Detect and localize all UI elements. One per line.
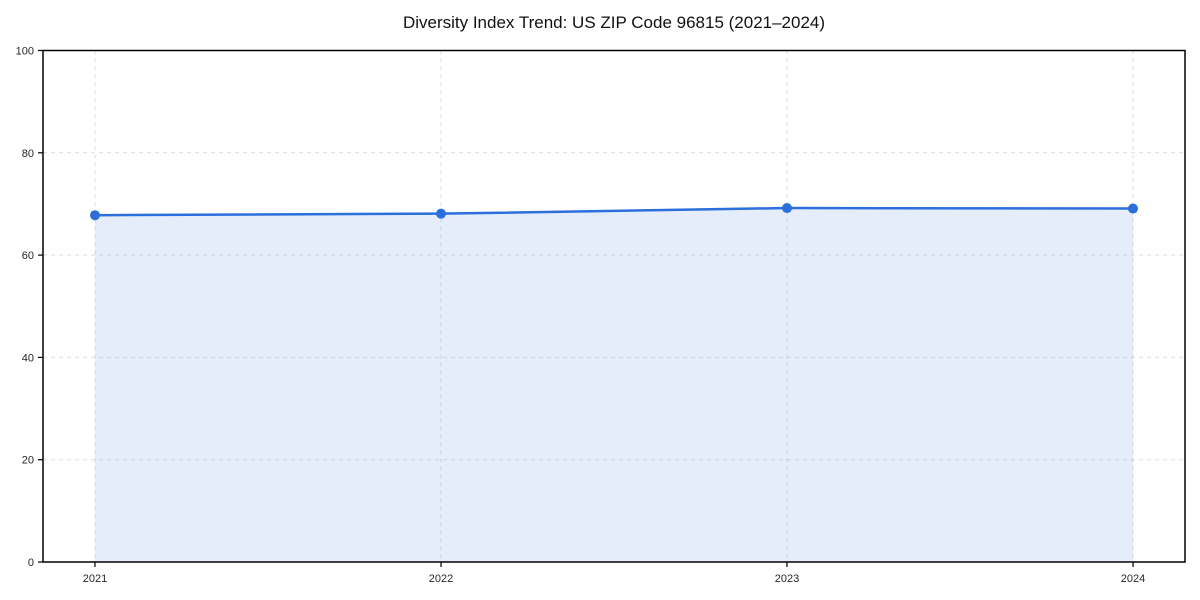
- data-point-marker: [90, 210, 100, 221]
- y-axis-tick-label: 40: [22, 352, 34, 364]
- x-axis-tick-label: 2022: [429, 573, 453, 585]
- y-axis-tick-label: 80: [22, 148, 34, 160]
- x-axis-tick-label: 2024: [1121, 573, 1145, 585]
- area-fill: [95, 208, 1133, 563]
- trend-line: [93, 206, 1135, 217]
- y-axis-tick-label: 20: [22, 455, 34, 467]
- x-axis-tick-label: 2023: [775, 573, 799, 585]
- y-axis-tick-label: 0: [28, 557, 34, 569]
- chart-title: Diversity Index Trend: US ZIP Code 96815…: [402, 13, 826, 32]
- plot-border: [42, 49, 1186, 563]
- data-point-marker: [782, 203, 792, 214]
- x-axis-tick-label: 2021: [83, 573, 107, 585]
- y-axis-tick-label: 60: [22, 250, 34, 262]
- y-axis-tick-label: 100: [16, 46, 34, 58]
- data-point-marker: [436, 208, 446, 219]
- data-point-marker: [1128, 203, 1138, 214]
